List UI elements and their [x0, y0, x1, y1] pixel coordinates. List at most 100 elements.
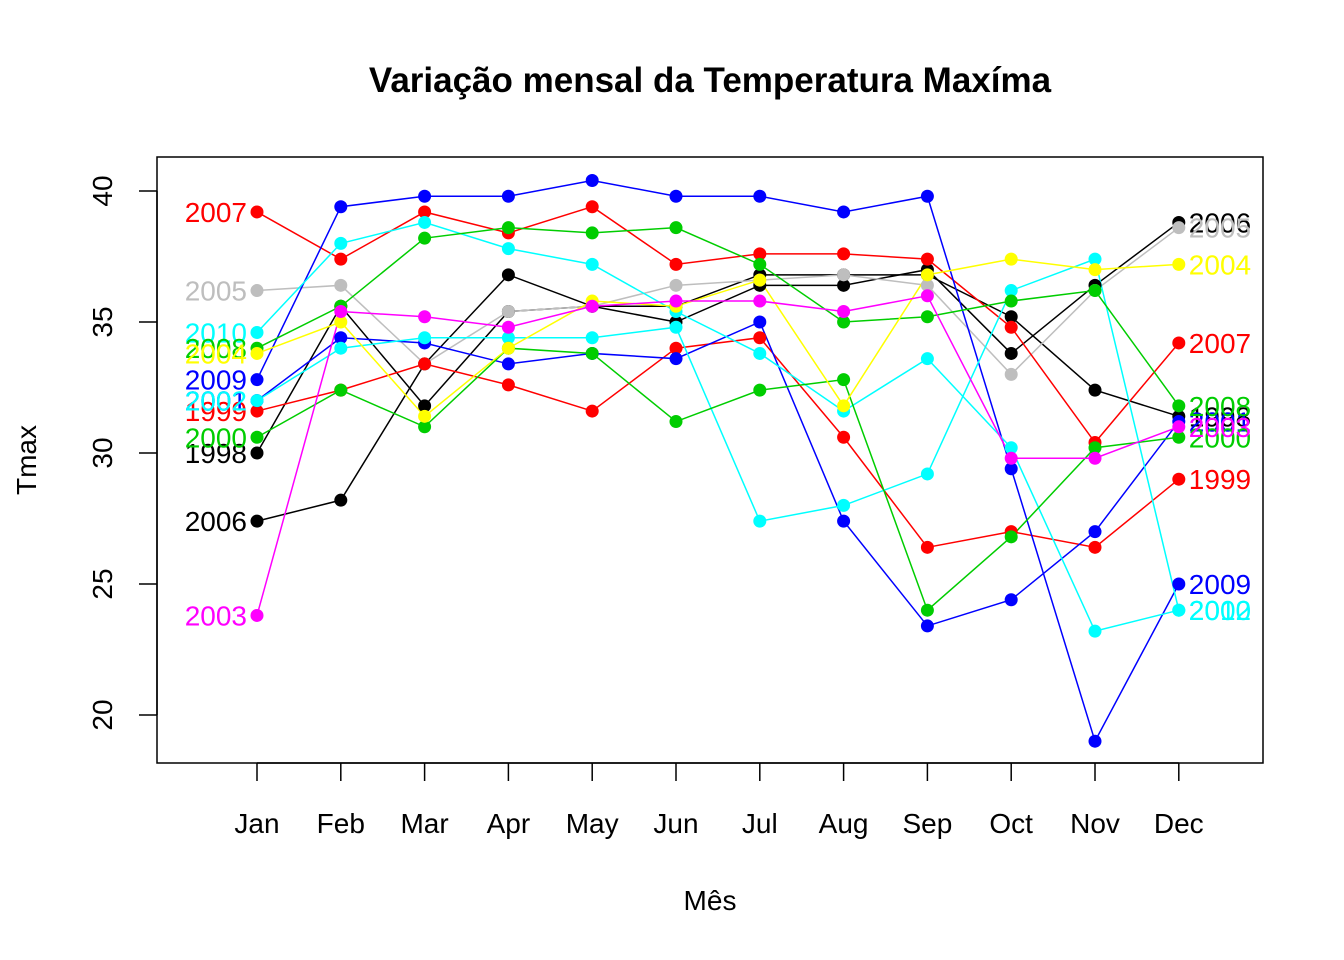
y-tick-label: 25: [87, 568, 118, 599]
data-point-2000: [837, 373, 851, 387]
y-tick-label: 35: [87, 306, 118, 337]
data-point-2010: [920, 352, 934, 366]
data-point-2003: [334, 305, 348, 319]
data-point-2000: [920, 603, 934, 617]
data-point-2007: [585, 200, 599, 214]
data-point-2009: [837, 205, 851, 219]
y-tick-label: 40: [87, 175, 118, 206]
data-point-2005: [501, 305, 515, 319]
series-line-2002: [256, 258, 1180, 611]
data-point-2002: [669, 320, 683, 334]
data-point-2010: [501, 242, 515, 256]
data-point-2002: [1088, 252, 1102, 266]
x-tick-label: Aug: [819, 808, 869, 839]
series-line-2009: [256, 179, 1180, 744]
data-point-2003: [501, 320, 515, 334]
data-point-2010: [418, 215, 432, 229]
data-point-2000: [669, 415, 683, 429]
series-label-start-2008: 2008: [185, 333, 247, 364]
data-point-2007: [1004, 320, 1018, 334]
series-line-2003: [256, 294, 1180, 616]
series-label-start-1999: 1999: [185, 396, 247, 427]
data-point-2003: [753, 294, 767, 308]
data-point-2008: [1172, 399, 1186, 413]
data-point-2004: [837, 399, 851, 413]
series-label-end-2003: 2003: [1189, 412, 1251, 443]
data-point-2010: [585, 257, 599, 271]
series-label-start-2010: 2010: [185, 317, 247, 348]
x-tick-label: Sep: [902, 808, 952, 839]
chart-title: Variação mensal da Temperatura Maxíma: [369, 61, 1052, 100]
data-point-1999: [250, 404, 264, 418]
data-point-2006: [334, 493, 348, 507]
series-label-start-2006: 2006: [185, 506, 247, 537]
series-label-start-1998: 1998: [185, 438, 247, 469]
data-point-2000: [418, 420, 432, 434]
data-point-1999: [837, 430, 851, 444]
series-line-2007: [256, 205, 1180, 444]
data-point-2007: [334, 252, 348, 266]
series-label-end-1998: 1998: [1189, 401, 1251, 432]
y-axis-label: Tmax: [11, 425, 42, 495]
data-point-2009: [1088, 734, 1102, 748]
data-point-2003: [1088, 451, 1102, 465]
data-point-2002: [1172, 603, 1186, 617]
data-point-2000: [334, 383, 348, 397]
series-line-2000: [256, 347, 1179, 612]
series-label-start-2002: 2002: [185, 386, 247, 417]
data-point-2004: [753, 273, 767, 287]
series-label-end-2005: 2005: [1189, 213, 1251, 244]
data-point-1998: [1088, 383, 1102, 397]
data-point-1999: [585, 404, 599, 418]
y-axis: 20 25 30 35 40: [87, 175, 158, 731]
data-point-2005: [1004, 367, 1018, 381]
data-point-2001: [669, 352, 683, 366]
data-point-2007: [418, 205, 432, 219]
x-axis-label: Mês: [684, 885, 737, 916]
data-point-2002: [250, 394, 264, 408]
data-point-2002: [920, 467, 934, 481]
series-lines: [256, 179, 1180, 744]
series-label-start-2007: 2007: [185, 197, 247, 228]
data-point-2001: [753, 315, 767, 329]
data-point-2001: [334, 331, 348, 345]
series-line-2008: [256, 226, 1180, 407]
data-point-1999: [1172, 472, 1186, 486]
data-point-2003: [250, 608, 264, 622]
data-point-2009: [669, 189, 683, 203]
data-point-2002: [753, 514, 767, 528]
data-point-2010: [753, 346, 767, 360]
series-label-end-2008: 2008: [1189, 391, 1251, 422]
x-tick-label: Feb: [317, 808, 365, 839]
data-point-2010: [1004, 441, 1018, 455]
series-label-end-2006: 2006: [1189, 207, 1251, 238]
series-line-1998: [256, 274, 1180, 454]
data-point-2004: [1172, 257, 1186, 271]
y-tick-label: 20: [87, 699, 118, 730]
end-labels: 2006 2006 1998 1998 2005 2005 2007 2007 1999 1999…: [185, 197, 1251, 631]
data-point-2008: [753, 257, 767, 271]
data-point-2003: [585, 299, 599, 313]
data-point-2002: [585, 331, 599, 345]
series-label-end-2001: 2001: [1189, 407, 1251, 438]
data-point-2004: [1004, 252, 1018, 266]
data-point-2005: [669, 278, 683, 292]
data-point-2008: [1088, 284, 1102, 298]
data-point-2004: [334, 315, 348, 329]
data-point-2009: [1172, 577, 1186, 591]
data-point-2008: [418, 231, 432, 245]
x-tick-label: Dec: [1154, 808, 1204, 839]
data-point-2002: [1004, 284, 1018, 298]
data-point-2009: [250, 373, 264, 387]
data-point-2004: [250, 346, 264, 360]
data-point-2001: [501, 357, 515, 371]
x-tick-label: Oct: [989, 808, 1033, 839]
data-point-2000: [1172, 430, 1186, 444]
data-point-2005: [1172, 221, 1186, 235]
data-point-1999: [1088, 540, 1102, 554]
data-point-2000: [1004, 530, 1018, 544]
data-point-2005: [250, 284, 264, 298]
data-point-2009: [920, 189, 934, 203]
